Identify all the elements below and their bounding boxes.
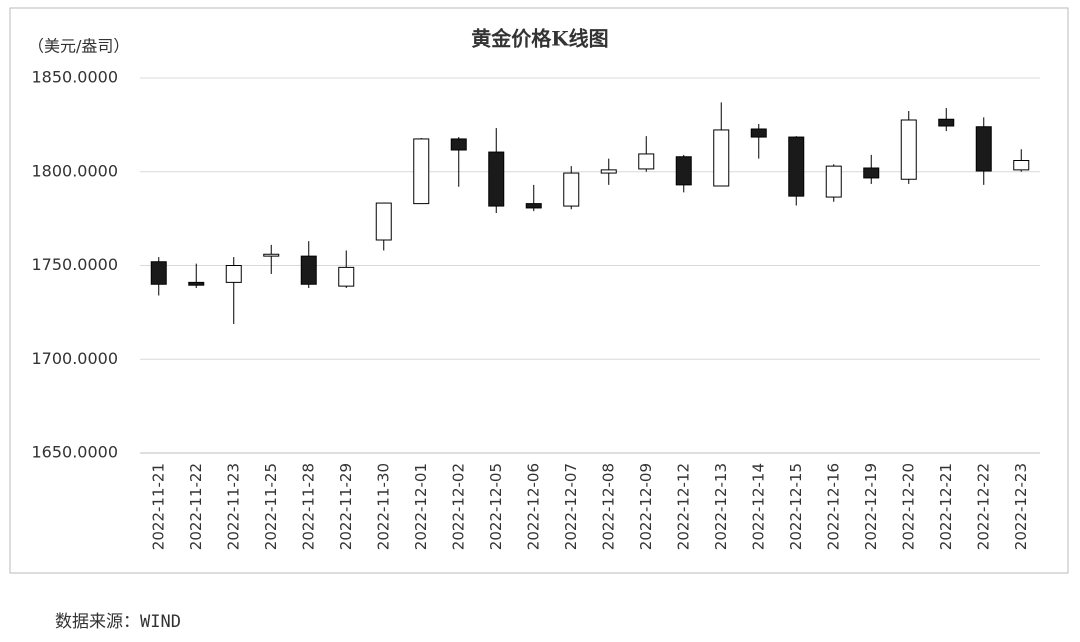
- x-tick-label: 2022-11-29: [337, 463, 355, 550]
- x-tick-label: 2022-12-01: [412, 463, 430, 550]
- candle-body: [150, 261, 167, 285]
- y-tick-label: 1750.0000: [31, 255, 118, 274]
- unit-label: （美元/盎司）: [28, 37, 129, 56]
- chart-title: 黄金价格K线图: [471, 27, 608, 51]
- candle-body: [188, 281, 205, 286]
- candle-body: [413, 138, 430, 205]
- x-tick-label: 2022-12-14: [749, 463, 767, 550]
- candle-body: [225, 265, 242, 283]
- x-tick-label: 2022-12-12: [674, 463, 692, 550]
- candle-body: [638, 153, 655, 170]
- y-tick-label: 1650.0000: [31, 443, 118, 462]
- y-tick-label: 1800.0000: [31, 161, 118, 180]
- x-tick-label: 2022-12-05: [487, 463, 505, 550]
- candle-body: [675, 156, 692, 186]
- x-tick-label: 2022-12-07: [562, 463, 580, 550]
- x-tick-label: 2022-11-22: [187, 463, 205, 550]
- candle-body: [563, 172, 580, 207]
- x-tick-label: 2022-12-06: [524, 463, 542, 550]
- x-tick-label: 2022-12-22: [974, 463, 992, 550]
- chart-frame: [9, 7, 1069, 574]
- candle-body: [788, 136, 805, 197]
- x-tick-label: 2022-12-15: [787, 463, 805, 550]
- candle-body: [863, 167, 880, 179]
- candle-body: [488, 151, 505, 207]
- x-tick-label: 2022-11-28: [299, 463, 317, 550]
- candle-body: [750, 128, 767, 138]
- x-tick-label: 2022-12-08: [599, 463, 617, 550]
- candle-body: [713, 129, 730, 187]
- x-tick-label: 2022-12-13: [712, 463, 730, 550]
- candle-body: [900, 119, 917, 180]
- y-tick-label: 1850.0000: [31, 68, 118, 87]
- x-tick-label: 2022-12-02: [449, 463, 467, 550]
- y-tick-label: 1700.0000: [31, 349, 118, 368]
- x-tick-label: 2022-11-30: [374, 463, 392, 550]
- candle-body: [525, 203, 542, 209]
- candle-body: [450, 138, 467, 151]
- x-tick-label: 2022-12-23: [1012, 463, 1030, 550]
- x-tick-label: 2022-12-20: [899, 463, 917, 550]
- x-tick-label: 2022-12-16: [824, 463, 842, 550]
- x-tick-label: 2022-12-19: [862, 463, 880, 550]
- candle-body: [938, 118, 955, 127]
- candle-body: [338, 266, 355, 287]
- candle-body: [975, 126, 992, 172]
- candle-body: [263, 253, 280, 257]
- candle-body: [300, 255, 317, 285]
- candle-body: [375, 202, 392, 241]
- x-tick-label: 2022-11-21: [149, 463, 167, 550]
- candle-body: [600, 169, 617, 174]
- candle-body: [825, 165, 842, 198]
- candle-body: [1013, 160, 1030, 171]
- x-tick-label: 2022-11-25: [262, 463, 280, 550]
- source-note: 数据来源：WIND: [55, 612, 181, 632]
- x-tick-label: 2022-12-09: [637, 463, 655, 550]
- x-tick-label: 2022-12-21: [937, 463, 955, 550]
- x-tick-label: 2022-11-23: [224, 463, 242, 550]
